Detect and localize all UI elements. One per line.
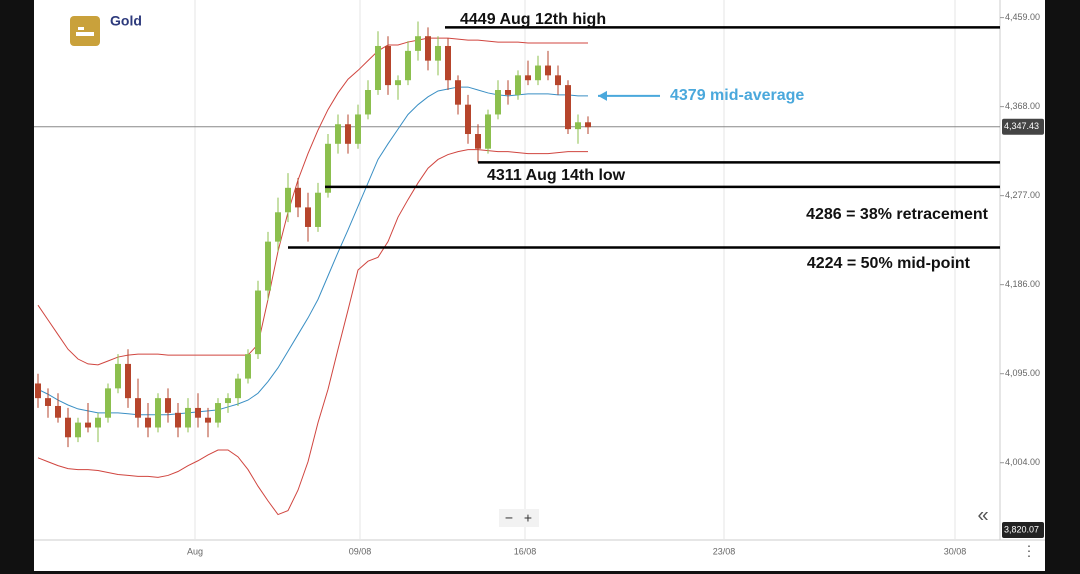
bottom-price-label: 3,820.07 xyxy=(1004,524,1039,534)
candle-body xyxy=(555,75,561,86)
bottom-price-tag xyxy=(1002,522,1044,538)
y-tick-label: 4,186.00 xyxy=(1005,279,1040,289)
candle-body xyxy=(455,80,461,105)
x-tick-label: Aug xyxy=(187,546,203,556)
candle-body xyxy=(35,383,41,399)
y-tick-label: 4,004.00 xyxy=(1005,457,1040,467)
candle-body xyxy=(285,187,291,213)
candle-body xyxy=(225,398,231,404)
x-tick-label: 16/08 xyxy=(514,546,537,556)
candle-body xyxy=(535,65,541,81)
candle-body xyxy=(345,124,351,144)
candle-body xyxy=(125,363,131,399)
y-tick-label: 4,459.00 xyxy=(1005,12,1040,22)
candle-body xyxy=(375,45,381,90)
candle-body xyxy=(175,412,181,428)
candle-body xyxy=(385,45,391,86)
candle-body xyxy=(585,122,591,128)
candle-body xyxy=(515,75,521,95)
candle-body xyxy=(325,143,331,193)
last-price-label: 4,347.43 xyxy=(1004,121,1039,131)
candle-body xyxy=(235,378,241,399)
gold-icon-bar xyxy=(76,32,94,36)
candle-body xyxy=(275,212,281,242)
level-label: 4224 = 50% mid-point xyxy=(807,255,971,272)
menu[interactable]: ⋮ xyxy=(1022,543,1036,559)
candle-body xyxy=(95,417,101,428)
candle-body xyxy=(365,90,371,115)
y-tick-label: 4,368.00 xyxy=(1005,101,1040,111)
candle-body xyxy=(265,241,271,291)
x-tick-label: 09/08 xyxy=(349,546,372,556)
candle-body xyxy=(315,192,321,227)
candle-body xyxy=(525,75,531,81)
x-tick-label: 23/08 xyxy=(713,546,736,556)
zoom-in[interactable]: + xyxy=(524,510,532,526)
candle-body xyxy=(415,36,421,51)
last-price-tag xyxy=(1002,118,1044,135)
candle-body xyxy=(155,398,161,428)
scroll-back[interactable]: « xyxy=(977,504,988,526)
candle-body xyxy=(485,114,491,149)
candle-body xyxy=(565,85,571,130)
candle-body xyxy=(425,36,431,61)
band-line xyxy=(37,149,588,516)
candle-body xyxy=(195,407,201,418)
candle-body xyxy=(495,90,501,115)
y-tick-label: 4,277.00 xyxy=(1005,190,1040,200)
plot xyxy=(34,0,1045,541)
candle-body xyxy=(85,422,91,428)
candle-body xyxy=(45,398,51,406)
candle-body xyxy=(395,80,401,86)
mid-average-label: 4379 mid-average xyxy=(670,87,804,104)
candle-body xyxy=(465,104,471,135)
level-label: 4449 Aug 12th high xyxy=(460,11,606,28)
candle-body xyxy=(545,65,551,76)
zoom-box[interactable] xyxy=(499,509,539,527)
candle-body xyxy=(305,207,311,227)
candle-body xyxy=(445,45,451,81)
candle-body xyxy=(185,407,191,428)
candle-body xyxy=(135,398,141,418)
band-line xyxy=(37,37,588,366)
candle-body xyxy=(405,50,411,81)
zoom-controls[interactable]: − + xyxy=(499,509,539,527)
level-label: 4286 = 38% retracement xyxy=(806,206,989,223)
candle-body xyxy=(55,405,61,418)
chart-title: Gold xyxy=(110,13,142,29)
candle-body xyxy=(355,114,361,144)
candle-body xyxy=(165,398,171,413)
gold-icon xyxy=(70,16,100,46)
candle-body xyxy=(145,417,151,428)
candle-body xyxy=(505,90,511,95)
candle-body xyxy=(75,422,81,438)
candle-body xyxy=(435,45,441,61)
candle-body xyxy=(215,403,221,423)
candle-body xyxy=(255,290,261,355)
chart-background xyxy=(34,0,1045,571)
candle-body xyxy=(295,187,301,208)
level-label: 4311 Aug 14th low xyxy=(487,167,626,184)
gold-icon-bar xyxy=(78,27,84,30)
candle-body xyxy=(245,354,251,379)
zoom-out[interactable]: − xyxy=(505,510,513,526)
candle-body xyxy=(115,363,121,389)
x-tick-label: 30/08 xyxy=(944,546,967,556)
candle-body xyxy=(65,417,71,438)
candle-body xyxy=(105,388,111,418)
mid-average-arrowhead xyxy=(598,90,607,101)
candle-body xyxy=(575,122,581,130)
candle-body xyxy=(335,124,341,144)
candle-body xyxy=(205,417,211,423)
y-tick-label: 4,095.00 xyxy=(1005,368,1040,378)
candle-body xyxy=(475,134,481,149)
